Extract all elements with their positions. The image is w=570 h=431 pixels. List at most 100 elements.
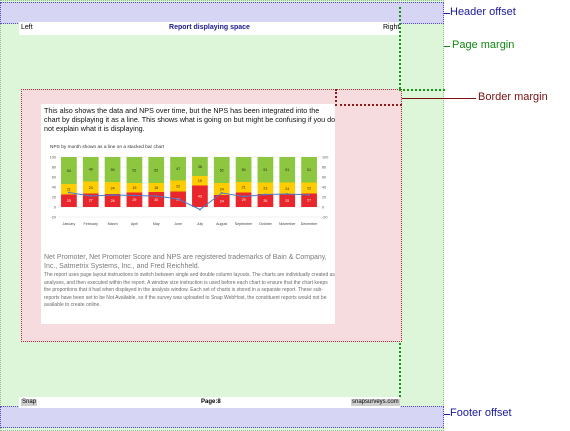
- bar-value-label: 29: [242, 198, 246, 202]
- footer-report-strip: [19, 397, 400, 408]
- bar-value-label: 52: [220, 168, 224, 172]
- bar-value-label: 47: [176, 167, 180, 171]
- x-tick-label: September: [235, 222, 253, 226]
- bar-segment: [104, 157, 121, 182]
- bar-value-label: 54: [67, 169, 71, 173]
- nps-point: [177, 198, 180, 200]
- bar-value-label: 25: [67, 199, 71, 203]
- bar-segment: [279, 182, 296, 195]
- bar-value-label: 24: [89, 186, 93, 190]
- bar-segment: [301, 157, 317, 183]
- y-right-tick-label: 60: [322, 175, 326, 179]
- bar-value-label: 38: [198, 165, 202, 169]
- notes-paragraph: The report uses page layout instructions…: [44, 272, 335, 309]
- bar-segment: [148, 183, 165, 192]
- bar-segment: [104, 182, 121, 194]
- nps-point: [89, 195, 92, 197]
- header-center-text: Report displaying space: [169, 24, 250, 31]
- bar-segment: [126, 157, 143, 183]
- nps-point: [111, 194, 114, 196]
- footer-offset-label: Footer offset: [450, 407, 512, 419]
- x-tick-label: August: [216, 222, 227, 226]
- bar-value-label: 29: [132, 198, 136, 202]
- bar-segment: [257, 157, 274, 183]
- intro-paragraph: This also shows the data and NPS over ti…: [44, 106, 336, 133]
- y-right-tick-label: -20: [322, 215, 328, 219]
- bar-value-label: 19: [132, 186, 136, 190]
- bar-value-label: 26: [263, 199, 267, 203]
- footer-offset-band: [0, 406, 444, 428]
- x-tick-label: October: [259, 222, 273, 226]
- bar-value-label: 23: [263, 187, 267, 191]
- bar-segment: [126, 192, 143, 207]
- bar-value-label: 50: [242, 168, 246, 172]
- footer-center-text: Page:8: [201, 399, 221, 405]
- header-report-strip: [19, 22, 400, 35]
- y-left-tick-label: -20: [51, 215, 57, 219]
- bar-segment: [126, 183, 143, 193]
- border-margin-pointer: [402, 98, 476, 99]
- bar-segment: [61, 157, 77, 184]
- y-left-tick-label: 20: [52, 195, 56, 199]
- bar-value-label: 27: [89, 199, 93, 203]
- header-offset-label: Header offset: [450, 6, 516, 18]
- x-tick-label: February: [84, 222, 99, 226]
- x-tick-label: March: [108, 222, 118, 226]
- page-margin-hook: [399, 89, 445, 91]
- bar-segment: [170, 180, 186, 192]
- bar-value-label: 21: [67, 188, 71, 192]
- bar-value-label: 26: [111, 199, 115, 203]
- header-right-text: Right: [383, 24, 400, 31]
- bar-segment: [148, 157, 165, 183]
- nps-point: [308, 194, 311, 196]
- nps-point: [155, 195, 158, 197]
- nps-point: [242, 195, 245, 198]
- header-offset-pointer: [444, 13, 450, 14]
- bar-value-label: 25: [285, 199, 289, 203]
- footer-right-text: snapsurveys.com: [351, 399, 400, 406]
- x-tick-label: July: [197, 222, 204, 226]
- report-content: [41, 104, 335, 324]
- bar-segment: [257, 194, 274, 207]
- bar-segment: [192, 185, 208, 207]
- page-margin-label: Page margin: [452, 39, 515, 51]
- y-right-tick-label: 100: [322, 155, 328, 159]
- border-margin-guide: [335, 89, 402, 106]
- bar-value-label: 50: [111, 168, 115, 172]
- bar-value-label: 51: [263, 168, 267, 172]
- bar-value-label: 43: [198, 195, 202, 199]
- bar-segment: [82, 181, 99, 194]
- bar-segment: [192, 176, 208, 186]
- y-left-tick-label: 40: [52, 185, 56, 189]
- bar-value-label: 24: [220, 187, 224, 191]
- bar-segment: [104, 194, 121, 207]
- page-margin-pointer: [444, 46, 450, 47]
- bar-value-label: 21: [242, 186, 246, 190]
- y-left-tick-label: 100: [50, 155, 56, 159]
- x-tick-label: December: [301, 222, 318, 226]
- bar-segment: [213, 157, 230, 183]
- y-right-tick-label: 20: [322, 195, 326, 199]
- bar-value-label: 24: [220, 199, 224, 203]
- nps-line: [68, 192, 310, 211]
- bar-segment: [170, 157, 186, 181]
- bar-segment: [257, 182, 274, 194]
- x-tick-label: June: [174, 222, 182, 226]
- y-right-tick-label: 0: [322, 205, 324, 209]
- bar-segment: [213, 195, 230, 207]
- bar-value-label: 51: [307, 168, 311, 172]
- bar-segment: [235, 182, 252, 193]
- nps-point: [198, 208, 201, 211]
- bar-segment: [235, 157, 252, 182]
- footer-offset-pointer: [444, 414, 450, 415]
- x-tick-label: May: [153, 222, 160, 226]
- nps-point: [67, 191, 70, 194]
- bar-segment: [279, 194, 296, 207]
- bar-value-label: 52: [132, 168, 136, 172]
- bar-segment: [279, 157, 296, 183]
- bar-value-label: 51: [285, 168, 289, 172]
- bar-value-label: 24: [285, 187, 289, 191]
- border-margin-label: Border margin: [478, 91, 548, 103]
- bar-segment: [61, 194, 77, 207]
- trademark-paragraph: Net Promoter, Net Promoter Score and NPS…: [44, 254, 327, 270]
